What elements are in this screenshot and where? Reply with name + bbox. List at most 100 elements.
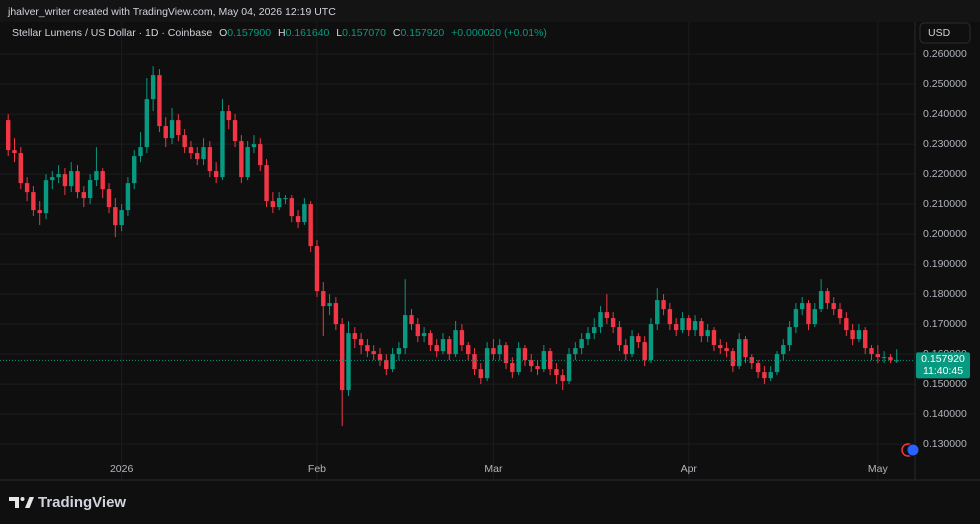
candle-body: [125, 183, 131, 211]
candle-body: [239, 141, 244, 178]
candle-body: [510, 363, 515, 373]
header-bar: [0, 0, 980, 22]
candle-body: [251, 144, 257, 148]
candle-body: [377, 354, 383, 361]
candle-body: [762, 372, 767, 379]
candle-body: [37, 210, 42, 214]
candle-body: [718, 345, 723, 349]
candle-body: [667, 309, 673, 325]
candle-body: [850, 330, 855, 340]
candle-body: [598, 312, 603, 328]
candle-body: [69, 171, 74, 187]
candle-body: [352, 333, 357, 340]
candle-body: [358, 339, 364, 346]
candle-body: [5, 120, 11, 151]
currency-label: USD: [928, 27, 951, 39]
candle-body: [869, 348, 874, 355]
last-price-label: 0.157920: [921, 353, 965, 365]
candle-body: [484, 348, 490, 379]
candle-body: [182, 135, 187, 148]
candle-body: [491, 348, 496, 355]
candle-body: [629, 336, 635, 355]
candle-body: [195, 153, 200, 160]
candle-body: [787, 327, 792, 346]
candle-body: [50, 177, 55, 181]
candle-body: [592, 327, 597, 334]
candle-body: [825, 291, 830, 304]
candle-body: [799, 303, 805, 310]
candle-body: [623, 345, 628, 355]
candle-body: [226, 111, 231, 121]
candle-body: [144, 99, 150, 148]
candle-body: [302, 204, 307, 223]
candle-body: [837, 309, 843, 319]
y-tick-label: 0.140000: [923, 408, 967, 420]
candle-body: [220, 111, 225, 178]
y-tick-label: 0.210000: [923, 198, 967, 210]
candle-body: [188, 147, 194, 154]
candle-body: [87, 180, 93, 199]
x-tick-label: Mar: [484, 463, 503, 475]
currency-button[interactable]: [919, 22, 971, 44]
candle-body: [169, 120, 175, 139]
candle-body: [472, 354, 477, 370]
candle-body: [743, 339, 748, 358]
candle-body: [730, 351, 736, 367]
candle-body: [554, 369, 559, 376]
candle-body: [276, 198, 282, 208]
event-icon: [901, 443, 920, 457]
candle-body: [245, 147, 250, 178]
candle-body: [94, 171, 99, 181]
candle-body: [440, 339, 446, 352]
candle-body: [529, 360, 534, 367]
y-tick-label: 0.240000: [923, 108, 967, 120]
candle-body: [831, 303, 836, 310]
candle-body: [12, 150, 17, 154]
candle-body: [636, 336, 641, 343]
y-tick-label: 0.220000: [923, 168, 967, 180]
candle-body: [176, 120, 181, 136]
candle-body: [522, 348, 528, 361]
candle-body: [535, 366, 540, 370]
candle-body: [686, 318, 691, 331]
legend-change: +0.000020 (+0.01%): [451, 27, 547, 39]
legend: Stellar Lumens / US Dollar · 1D · Coinba…: [12, 27, 547, 39]
candle-body: [781, 345, 786, 355]
candle-body: [207, 147, 213, 172]
legend-value: 0.157900: [227, 27, 271, 39]
y-tick-label: 0.180000: [923, 288, 967, 300]
candle-body: [573, 348, 578, 355]
candle-body: [478, 369, 484, 379]
candle-body: [62, 174, 68, 187]
candle-body: [371, 351, 376, 355]
legend-label: C: [393, 27, 401, 39]
candle-body: [875, 354, 881, 358]
candle-body: [793, 309, 799, 328]
candle-body: [749, 357, 754, 364]
y-tick-label: 0.250000: [923, 78, 967, 90]
tradingview-logo: TradingView: [9, 494, 126, 511]
candle-body: [396, 348, 402, 355]
candle-body: [81, 192, 87, 199]
candle-body: [566, 354, 572, 382]
candle-body: [119, 210, 124, 226]
candle-body: [270, 201, 276, 208]
legend-value: 0.157920: [400, 27, 444, 39]
candle-body: [409, 315, 414, 325]
candle-body: [258, 144, 263, 166]
candle-body: [705, 330, 710, 337]
candle-body: [818, 291, 824, 310]
candle-body: [661, 300, 666, 310]
event-circle-blue: [906, 443, 920, 457]
candle-body: [321, 291, 326, 307]
candle-body: [755, 363, 761, 373]
candle-body: [736, 339, 742, 367]
logo-mark: [25, 497, 34, 508]
countdown-label: 11:40:45: [923, 365, 963, 377]
candle-body: [100, 171, 105, 190]
candle-body: [18, 153, 24, 184]
header-text: jhalver_writer created with TradingView.…: [7, 6, 336, 18]
logo-dot: [20, 497, 25, 501]
y-tick-label: 0.150000: [923, 378, 967, 390]
